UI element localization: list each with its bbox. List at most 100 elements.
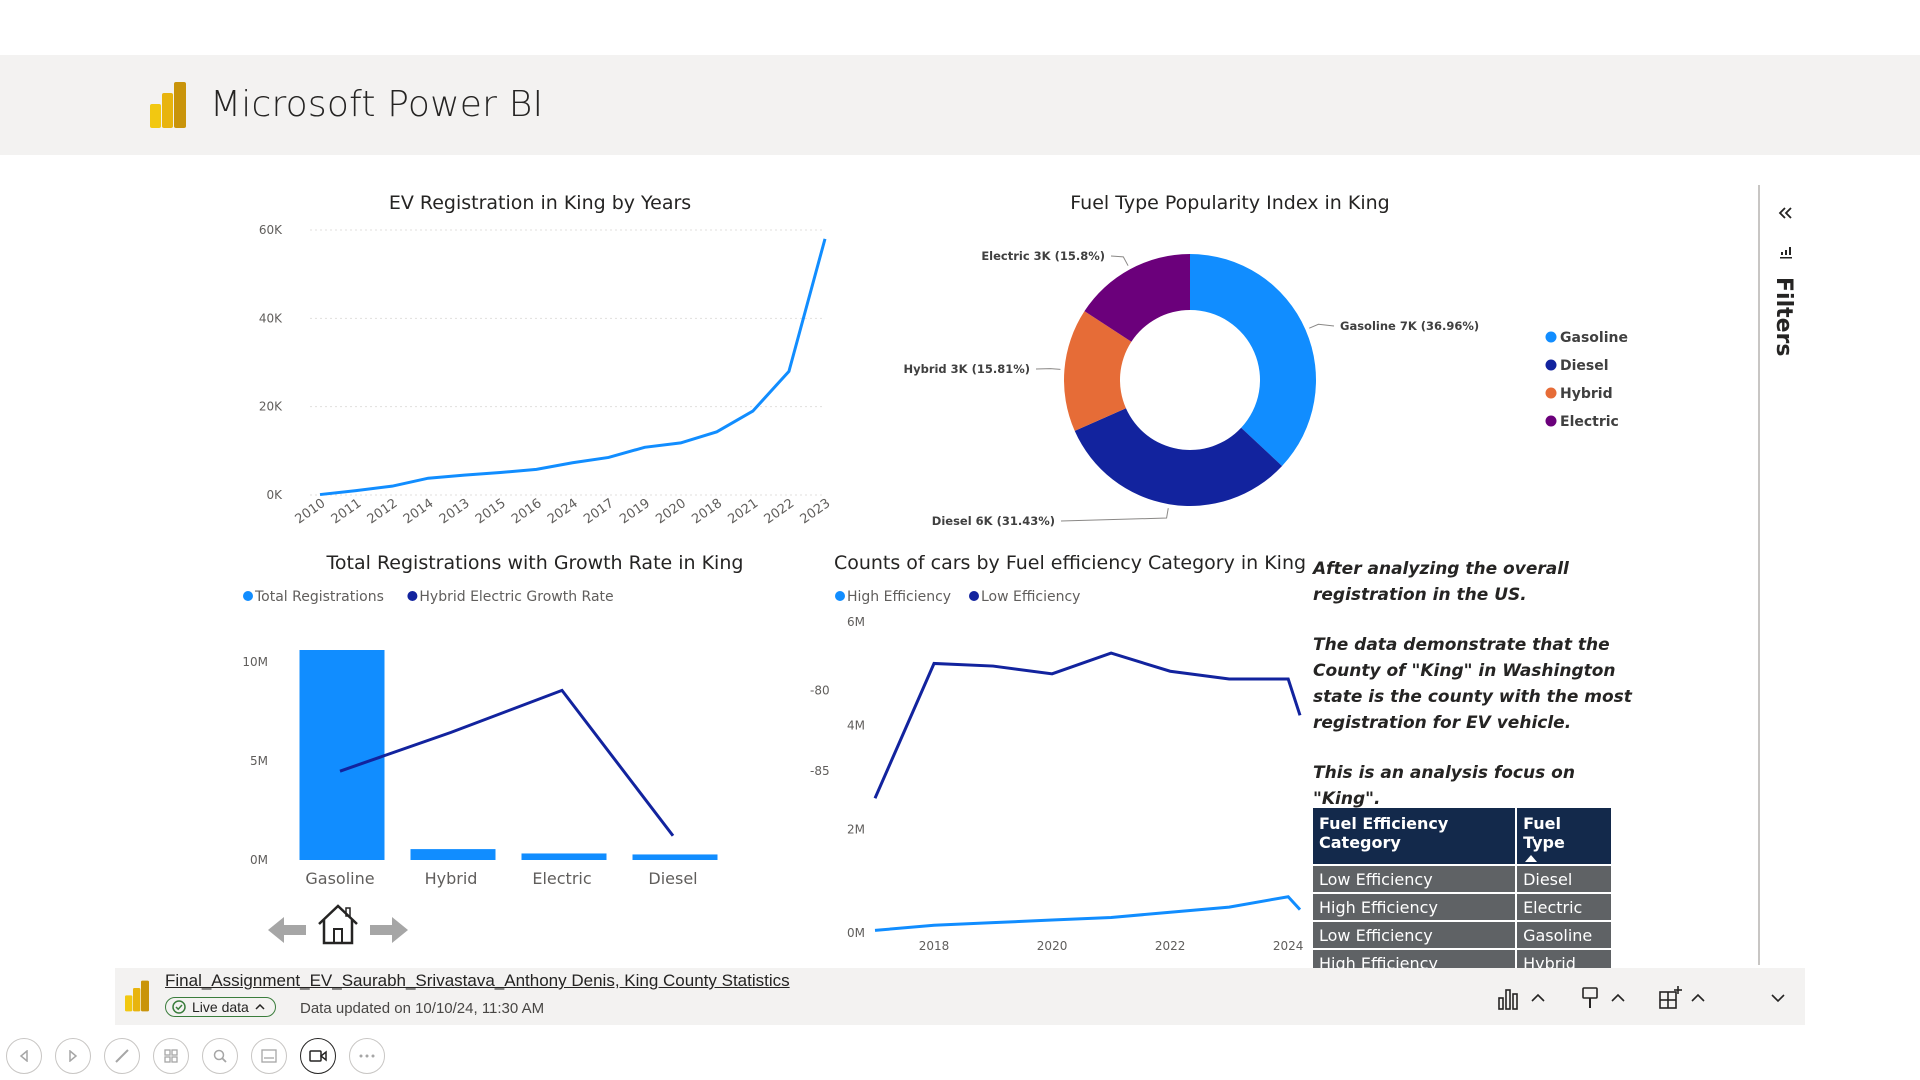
format-brush-icon[interactable] (1580, 986, 1600, 1010)
table-header-fuel-type[interactable]: Fuel Type (1516, 808, 1613, 865)
check-circle-icon (172, 1000, 186, 1014)
table-header-category[interactable]: Fuel Efficiency Category (1313, 808, 1518, 865)
previous-slide-button[interactable] (6, 1038, 42, 1074)
report-name-link[interactable]: Final_Assignment_EV_Saurabh_Srivastava_A… (165, 971, 790, 990)
x-tick-label: 2018 (689, 496, 725, 527)
x-tick-label: 2024 (545, 496, 581, 527)
home-icon[interactable] (316, 902, 360, 946)
chart-title-years: EV Registration in King by Years (388, 192, 692, 214)
app-header (0, 55, 1920, 155)
line-chart-efficiency[interactable]: High Efficiency Low Efficiency 6M 4M 2M 0M 201… (820, 580, 1310, 960)
x-tick-label: 2016 (509, 496, 545, 527)
forward-arrow-icon[interactable] (370, 915, 408, 945)
legend-marker-diesel (1545, 359, 1557, 371)
donut-chart-fuel[interactable]: Gasoline 7K (36.96%) Diesel 6K (31.43%) Hy… (900, 220, 1640, 540)
pen-button[interactable] (104, 1038, 140, 1074)
chevron-up-icon[interactable] (1690, 993, 1706, 1003)
x-tick-label: 2015 (473, 496, 509, 527)
more-options-button[interactable] (349, 1038, 385, 1074)
slides-grid-button[interactable] (153, 1038, 189, 1074)
data-label-gasoline: Gasoline 7K (36.96%) (1340, 319, 1479, 333)
narrative-paragraph-3: This is an analysis focus on "King". (1313, 763, 1575, 809)
bar-diesel (632, 854, 718, 860)
legend-label: Total Registrations (254, 589, 384, 605)
donut-slice-diesel (1074, 408, 1283, 506)
donut-slice-hybrid (1064, 311, 1132, 431)
table-cell: Low Efficiency (1313, 864, 1518, 893)
x-tick-label: 2011 (329, 496, 365, 527)
live-data-badge[interactable]: Live data (165, 997, 276, 1017)
x-tick-label: Hybrid (425, 869, 478, 888)
y-tick-label: 2M (847, 822, 865, 836)
chevron-up-icon[interactable] (1530, 993, 1546, 1003)
x-tick-label: 2020 (653, 496, 689, 527)
pen-icon (115, 1049, 129, 1063)
y-tick-label: 5M (250, 754, 268, 768)
x-tick-label: 2020 (1037, 939, 1068, 953)
grid-icon (164, 1049, 178, 1063)
combo-chart-growth[interactable]: Total Registrations Hybrid Electric Growt… (230, 580, 830, 890)
camera-button[interactable] (300, 1038, 336, 1074)
bar-gasoline (299, 650, 385, 860)
leader-line (1060, 508, 1169, 522)
y-tick-label: 6M (847, 615, 865, 629)
chevron-up-icon (255, 1004, 265, 1010)
bar-electric (521, 853, 607, 860)
legend-marker-electric (1545, 415, 1557, 427)
series-line-registrations (319, 238, 827, 497)
chart-title-combo: Total Registrations with Growth Rate in … (326, 552, 744, 574)
previous-icon (19, 1050, 28, 1062)
chart-title-donut: Fuel Type Popularity Index in King (1070, 192, 1390, 214)
data-label-electric: Electric 3K (15.8%) (981, 249, 1105, 263)
table-row[interactable]: Low Efficiency Gasoline (1313, 920, 1613, 949)
more-icon (359, 1054, 375, 1058)
y-tick-label: 4M (847, 719, 865, 733)
table-row[interactable]: High Efficiency Electric (1313, 892, 1613, 921)
legend-label-electric: Electric (1560, 414, 1619, 430)
table-cell: Electric (1516, 892, 1613, 921)
bar-chart-icon[interactable] (1497, 986, 1523, 1010)
x-tick-label: Electric (532, 869, 591, 888)
add-visual-icon[interactable] (1658, 986, 1682, 1010)
chevron-down-icon[interactable] (1770, 993, 1786, 1003)
zoom-button[interactable] (202, 1038, 238, 1074)
legend-marker (407, 591, 418, 601)
series-line-high-efficiency (874, 895, 1302, 932)
legend-marker-gasoline (1545, 331, 1557, 343)
series-line-low-efficiency (873, 651, 1302, 799)
x-tick-label: Diesel (648, 869, 697, 888)
y-tick-label: 0M (847, 926, 865, 940)
y-tick-label: 60K (259, 223, 283, 237)
zoom-icon (213, 1049, 227, 1063)
report-footer: Final_Assignment_EV_Saurabh_Srivastava_A… (115, 968, 1805, 1025)
x-tick-label: 2022 (762, 496, 798, 527)
x-tick-label: 2018 (919, 939, 950, 953)
next-slide-button[interactable] (55, 1038, 91, 1074)
leader-line (1035, 368, 1061, 370)
filter-icon (1780, 247, 1792, 259)
chevron-up-icon[interactable] (1610, 993, 1626, 1003)
back-arrow-icon[interactable] (268, 915, 306, 945)
y2-tick-label: -80 (810, 683, 830, 697)
filters-pane[interactable]: Filters (1758, 185, 1810, 965)
powerbi-logo-icon (125, 980, 149, 1012)
legend-label: High Efficiency (847, 589, 951, 605)
video-camera-icon (309, 1050, 327, 1062)
collapse-icon[interactable] (1778, 207, 1792, 219)
filters-label: Filters (1771, 277, 1796, 357)
x-tick-label: Gasoline (305, 869, 374, 888)
table-row[interactable]: Low Efficiency Diesel (1313, 864, 1613, 893)
legend-label-hybrid: Hybrid (1560, 386, 1613, 402)
data-label-hybrid: Hybrid 3K (15.81%) (903, 362, 1030, 376)
table-cell: Diesel (1516, 864, 1613, 893)
table-cell: High Efficiency (1313, 892, 1518, 921)
legend-marker-hybrid (1545, 387, 1557, 399)
efficiency-table[interactable]: Fuel Efficiency Category Fuel Type Low E… (1313, 808, 1613, 976)
leader-line (1309, 323, 1335, 329)
x-tick-label: 2024 (1273, 939, 1304, 953)
live-data-label: Live data (192, 999, 249, 1015)
y2-tick-label: -85 (810, 764, 830, 778)
x-tick-label: 2013 (437, 496, 473, 527)
subtitles-button[interactable] (251, 1038, 287, 1074)
